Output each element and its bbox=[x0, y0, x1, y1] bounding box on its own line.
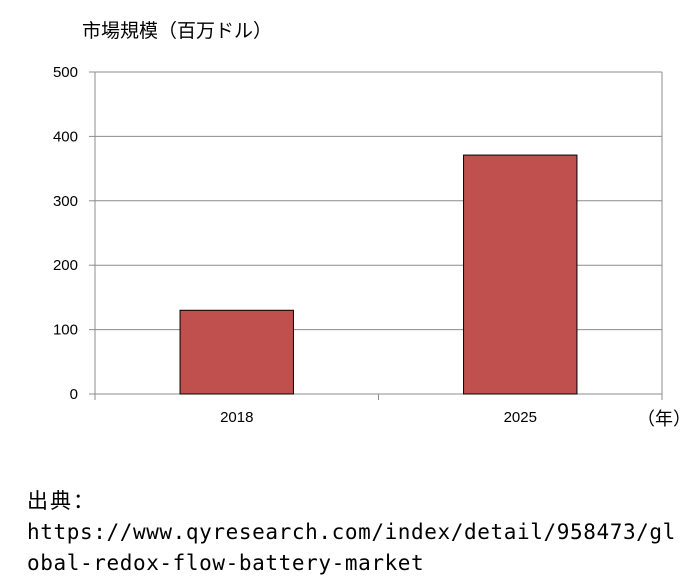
source-label: 出典： bbox=[27, 489, 96, 513]
y-tick-label: 0 bbox=[70, 386, 78, 403]
source-citation: 出典： https://www.qyresearch.com/index/det… bbox=[27, 486, 687, 579]
x-tick-label: 2025 bbox=[504, 409, 537, 426]
y-tick-label: 500 bbox=[53, 64, 78, 81]
y-tick-label: 300 bbox=[53, 193, 78, 210]
source-url: https://www.qyresearch.com/index/detail/… bbox=[27, 520, 676, 575]
y-axis-title: 市場規模（百万ドル） bbox=[82, 20, 272, 42]
bar-2025 bbox=[463, 154, 578, 395]
y-tick-labels: 0 100 200 300 400 500 bbox=[53, 64, 78, 403]
bar-2018 bbox=[179, 309, 294, 395]
y-tick-label: 400 bbox=[53, 128, 78, 145]
y-tick-label: 200 bbox=[53, 257, 78, 274]
y-tick-label: 100 bbox=[53, 322, 78, 339]
x-axis-unit: （年） bbox=[637, 409, 691, 430]
x-tick-label: 2018 bbox=[220, 409, 253, 426]
bar-chart: 市場規模（百万ドル） 0 100 200 300 400 500 2018 2025 （年） bbox=[53, 20, 691, 430]
x-tick-labels: 2018 2025 bbox=[220, 409, 537, 426]
bars bbox=[179, 154, 578, 395]
